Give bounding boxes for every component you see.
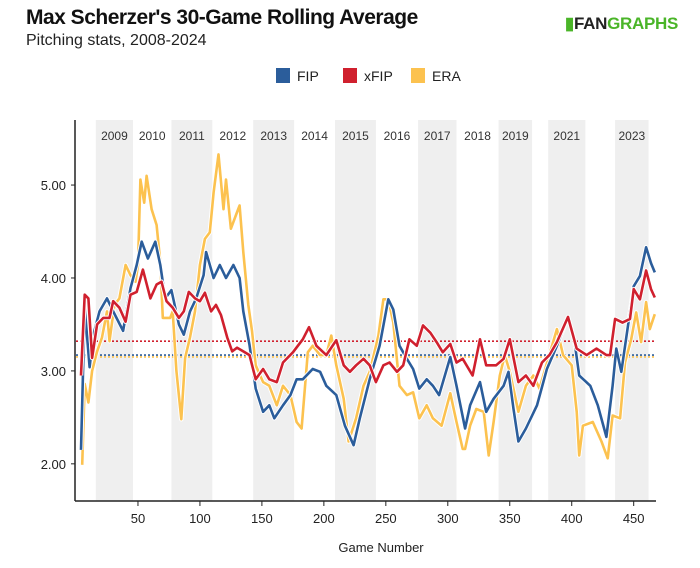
season-label: 2018 — [464, 129, 491, 143]
x-tick-label: 450 — [623, 511, 645, 526]
season-label: 2019 — [502, 129, 529, 143]
legend-swatch — [411, 68, 425, 83]
x-tick-label: 50 — [131, 511, 145, 526]
season-label: 2017 — [424, 129, 451, 143]
season-label: 2013 — [260, 129, 287, 143]
x-tick-label: 150 — [251, 511, 273, 526]
season-label: 2010 — [139, 129, 166, 143]
season-label: 2016 — [384, 129, 411, 143]
season-label: 2011 — [179, 129, 205, 143]
legend-label: xFIP — [364, 68, 393, 84]
season-label: 2009 — [101, 129, 128, 143]
season-band — [253, 120, 295, 501]
series-line-era — [80, 153, 657, 465]
y-tick-label: 5.00 — [41, 178, 66, 193]
chart-title: Max Scherzer's 30-Game Rolling Average — [26, 6, 418, 29]
season-label: 2014 — [301, 129, 328, 143]
x-tick-label: 100 — [189, 511, 211, 526]
legend-label: ERA — [432, 68, 461, 84]
x-axis-title: Game Number — [338, 540, 424, 555]
chart-subtitle: Pitching stats, 2008-2024 — [26, 32, 207, 49]
season-label: 2021 — [553, 129, 580, 143]
series-line-xfip — [79, 268, 656, 388]
x-tick-label: 400 — [561, 511, 583, 526]
season-band — [418, 120, 457, 501]
season-label: 2015 — [342, 129, 369, 143]
legend-swatch — [343, 68, 357, 83]
legend-label: FIP — [297, 68, 319, 84]
fangraphs-logo: ▮FANGRAPHS — [564, 14, 678, 33]
y-tick-label: 4.00 — [41, 271, 66, 286]
x-tick-label: 250 — [375, 511, 397, 526]
y-tick-label: 3.00 — [41, 364, 66, 379]
y-tick-label: 2.00 — [41, 457, 66, 472]
legend-swatch — [276, 68, 290, 83]
season-label: 2012 — [219, 129, 246, 143]
x-tick-label: 350 — [499, 511, 521, 526]
x-tick-label: 300 — [437, 511, 459, 526]
season-band — [498, 120, 533, 501]
x-tick-label: 200 — [313, 511, 335, 526]
season-label: 2023 — [618, 129, 645, 143]
